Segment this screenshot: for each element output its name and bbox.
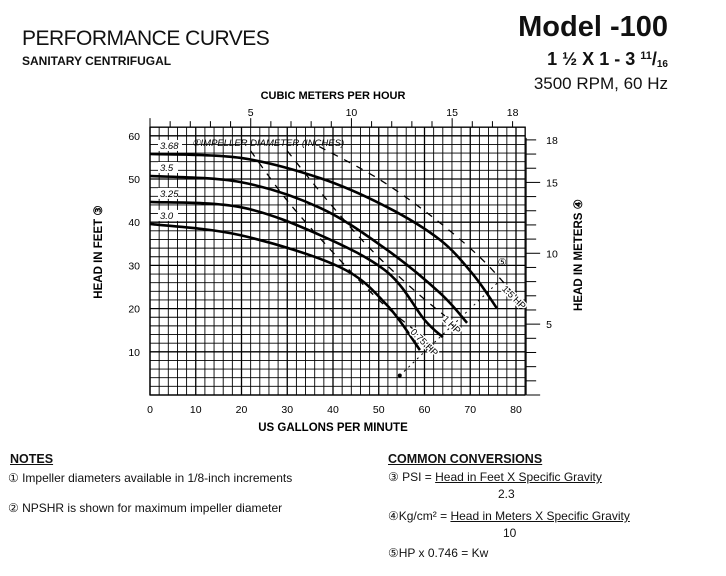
x-tick-label: 50 — [373, 404, 385, 416]
y-tick-label: 60 — [128, 131, 140, 143]
kg-numerator: Head in Meters X Specific Gravity — [450, 509, 630, 523]
size-num: 11 — [640, 50, 652, 62]
x2-tick-label: 15 — [446, 107, 458, 119]
impeller-curve-label: 3.68 — [160, 141, 179, 152]
impeller-label-bg — [158, 139, 182, 151]
x-tick-label: 80 — [510, 404, 522, 416]
conversion-psi: ③ PSI = Head in Feet X Specific Gravity — [388, 470, 602, 484]
npshr-line — [399, 282, 499, 376]
y-tick-label: 40 — [128, 217, 140, 229]
impeller-marker: ① — [192, 138, 201, 149]
y-tick-label: 20 — [128, 304, 140, 316]
performance-chart: 0 10 20 30 40 50 60 70 80 10 20 30 40 50 60 5 10 15 18 5 10 1… — [92, 90, 585, 434]
hp-line-label: 1.5 HP — [499, 284, 527, 312]
y2-tick-label: 10 — [546, 248, 558, 260]
model-name: Model -100 — [518, 11, 668, 43]
impeller-label-bg — [158, 187, 178, 199]
psi-numerator: Head in Feet X Specific Gravity — [435, 470, 602, 484]
x-tick-label: 0 — [147, 404, 153, 416]
pump-speed: 3500 RPM, 60 Hz — [533, 74, 668, 93]
hp-line — [250, 150, 421, 336]
impeller-curve-label: 3.5 — [160, 163, 174, 174]
hp-line — [286, 150, 453, 323]
y2-tick-label: 15 — [546, 177, 558, 189]
psi-denominator: 2.3 — [498, 487, 515, 501]
x-tick-label: 40 — [327, 404, 339, 416]
conversion-kg: ④Kg/cm² = Head in Meters X Specific Grav… — [388, 509, 630, 523]
impeller-curve-label: 3.0 — [160, 211, 174, 222]
size-den: 16 — [656, 59, 668, 70]
kg-denominator: 10 — [503, 526, 517, 540]
impeller-label-text: IMPELLER DIAMETER (INCHES) — [201, 138, 345, 149]
impeller-label: ①IMPELLER DIAMETER (INCHES) — [192, 138, 344, 149]
x-tick-label: 70 — [464, 404, 476, 416]
note-1: ① Impeller diameters available in 1/8-in… — [8, 471, 293, 485]
impeller-curve-3.5 — [149, 174, 469, 324]
y2-tick-label: 5 — [546, 319, 552, 331]
y2-axis-label: HEAD IN METERS ④ — [572, 198, 585, 311]
size-main: 1 ½ X 1 - 3 — [547, 49, 641, 69]
psi-prefix: ③ PSI = — [388, 470, 436, 484]
impeller-curve-3.68 — [149, 152, 498, 309]
y-axis-label: HEAD IN FEET ③ — [92, 205, 105, 299]
page-title: PERFORMANCE CURVES — [22, 27, 270, 50]
x2-axis-label: CUBIC METERS PER HOUR — [261, 90, 406, 102]
x2-tick-label: 5 — [248, 107, 254, 119]
conversion-hp: ⑤HP x 0.746 = Kw — [388, 546, 489, 560]
curves: 3.683.53.253.01.5 HP1 HP0.75 HP⑤ — [149, 139, 529, 378]
impeller-curve-3.0 — [149, 222, 421, 351]
note-2: ② NPSHR is shown for maximum impeller di… — [8, 501, 283, 515]
plot-frame — [149, 126, 526, 396]
kg-prefix: ④Kg/cm² = — [388, 509, 451, 523]
notes-heading: NOTES — [10, 452, 54, 466]
impeller-label-bg — [158, 161, 178, 173]
impeller-curve-3.25 — [149, 200, 444, 339]
x-tick-label: 20 — [236, 404, 248, 416]
hp-line — [318, 146, 512, 292]
axes: 0 10 20 30 40 50 60 70 80 10 20 30 40 50 60 5 10 15 18 5 10 1… — [128, 107, 558, 416]
y-tick-label: 30 — [128, 260, 140, 272]
x2-tick-label: 10 — [346, 107, 358, 119]
y-tick-label: 10 — [128, 347, 140, 359]
impeller-curve-label: 3.25 — [160, 189, 179, 200]
page-subtitle: SANITARY CENTRIFUGAL — [22, 54, 172, 68]
x-tick-label: 10 — [190, 404, 202, 416]
conversions-heading: COMMON CONVERSIONS — [388, 452, 543, 466]
npshr-point — [397, 373, 402, 378]
x-tick-label: 30 — [281, 404, 293, 416]
pump-size: 1 ½ X 1 - 3 11/16 — [547, 49, 668, 70]
hp-marker: ⑤ — [498, 257, 507, 268]
y-tick-label: 50 — [128, 174, 140, 186]
impeller-label-bg — [158, 209, 178, 221]
x-axis-label: US GALLONS PER MINUTE — [258, 422, 408, 434]
y2-tick-label: 18 — [546, 135, 558, 147]
x-tick-label: 60 — [419, 404, 431, 416]
grid — [149, 126, 526, 396]
x2-tick-label: 18 — [507, 107, 519, 119]
